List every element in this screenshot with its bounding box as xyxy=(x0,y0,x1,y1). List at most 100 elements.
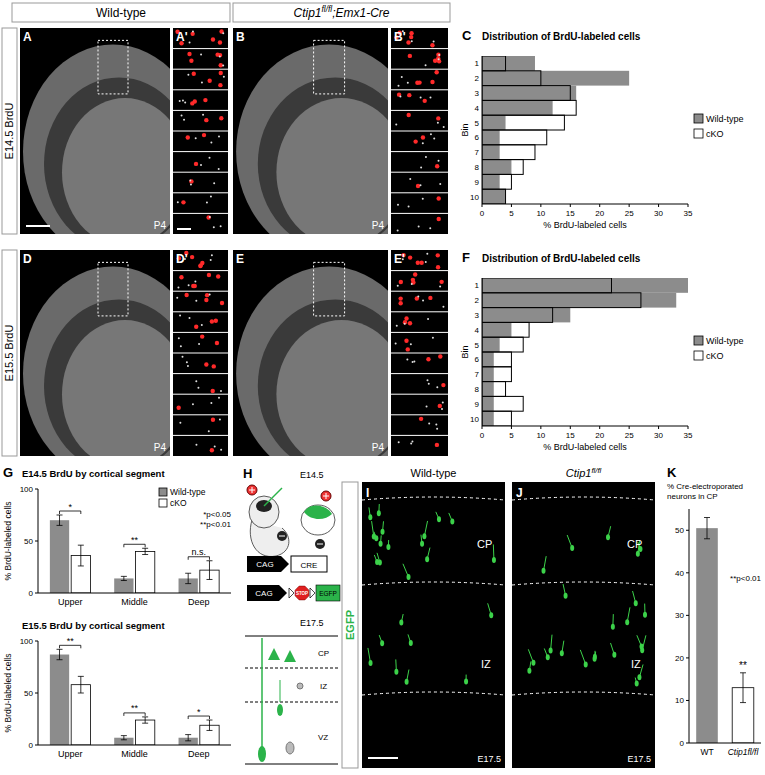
bar xyxy=(482,145,500,160)
tick xyxy=(599,426,600,429)
tick xyxy=(686,657,689,658)
brdu-cell xyxy=(434,70,438,74)
brdu-cell xyxy=(436,265,440,269)
legend-label: Wild-type xyxy=(170,487,206,497)
bin-line xyxy=(391,353,448,354)
nucleus xyxy=(395,342,397,344)
error-bar xyxy=(57,649,63,659)
tick-label: 5 xyxy=(475,341,480,350)
brdu-cell xyxy=(190,101,194,105)
row-box xyxy=(2,28,17,234)
text-part: Wild-type xyxy=(411,467,457,479)
age-label: P4 xyxy=(372,442,385,453)
brdu-cell xyxy=(439,280,443,284)
brdu-cell xyxy=(441,383,445,387)
brdu-cell xyxy=(403,320,407,324)
tick-label: Upper xyxy=(58,749,83,759)
chart-title: E14.5 BrdU by cortical segment xyxy=(22,468,165,479)
egfp-cell xyxy=(625,619,629,625)
brdu-cell xyxy=(219,29,223,33)
bar xyxy=(136,720,155,745)
tick-label: 40 xyxy=(675,569,684,578)
bars xyxy=(50,515,219,593)
image-background xyxy=(512,482,655,768)
brdu-cell xyxy=(404,316,408,320)
cortex xyxy=(236,44,388,234)
brdu-cell xyxy=(210,448,214,452)
gene-box xyxy=(291,556,327,572)
bar xyxy=(50,520,69,593)
tick-label: 0 xyxy=(480,431,485,440)
nucleus xyxy=(407,82,409,84)
tick-label: 1 xyxy=(475,281,480,290)
image-content xyxy=(236,40,388,234)
panel-letter: E' xyxy=(394,252,405,266)
nucleus xyxy=(200,164,202,166)
legend-swatch xyxy=(159,488,167,496)
tick-label: 4 xyxy=(475,326,480,335)
tick xyxy=(629,204,630,207)
text-part: ;Emx1-Cre xyxy=(332,6,390,20)
significance: n.s. xyxy=(192,547,207,557)
bin-line xyxy=(173,131,228,132)
nucleus xyxy=(210,142,212,144)
nucleus xyxy=(195,380,197,382)
radial-glia-fiber xyxy=(261,638,263,748)
brain-side xyxy=(301,505,335,535)
tick-label: 0 xyxy=(480,209,485,218)
significance: * xyxy=(197,707,201,717)
egfp-cell xyxy=(377,510,381,516)
tick xyxy=(658,204,659,207)
tick-label: 9 xyxy=(475,178,480,187)
bar xyxy=(482,174,511,189)
nucleus xyxy=(404,323,406,325)
error-bar xyxy=(206,720,212,730)
layer-boundary xyxy=(512,582,655,585)
chart-title: % Cre-electroporatedneurons in CP xyxy=(667,482,743,501)
layer-boundary xyxy=(362,692,505,695)
nucleus xyxy=(197,387,199,389)
legend-label: cKO xyxy=(706,351,724,361)
pipette xyxy=(264,488,282,506)
nucleus xyxy=(223,76,225,78)
tick-label: 8 xyxy=(475,163,480,172)
tick-label: Ctip1fl/fl xyxy=(728,747,760,757)
egfp-cell xyxy=(542,568,546,574)
image-content xyxy=(362,497,505,695)
construct-label: CRE xyxy=(301,561,318,570)
nucleus xyxy=(436,428,438,430)
panel-letter: C xyxy=(462,28,472,43)
bar xyxy=(136,551,155,593)
nucleus xyxy=(201,82,203,84)
tick-label: 100 xyxy=(20,485,34,494)
age-label: P4 xyxy=(154,220,167,231)
bin-line xyxy=(173,151,228,152)
tick-label: 4 xyxy=(475,104,480,113)
bar xyxy=(482,308,553,323)
bar xyxy=(482,86,570,101)
nucleus xyxy=(397,285,399,287)
image-background xyxy=(391,28,448,234)
stage-label: E17.5 xyxy=(300,618,324,628)
nucleus xyxy=(422,300,424,302)
egfp-cell xyxy=(386,544,390,550)
brdu-cell xyxy=(428,296,432,300)
brdu-cell xyxy=(211,389,215,393)
egfp-cell xyxy=(612,652,616,658)
tick-label: 0 xyxy=(29,741,34,750)
axis-title: % BrdU-labeled cells xyxy=(543,220,627,230)
bar xyxy=(482,308,570,323)
error-bar xyxy=(704,518,710,539)
error-bar xyxy=(78,676,84,693)
brdu-cell xyxy=(408,54,412,58)
tick xyxy=(540,426,541,429)
tick-label: 35 xyxy=(684,431,693,440)
nucleus xyxy=(189,317,191,319)
bar xyxy=(482,130,547,145)
brdu-cell xyxy=(416,184,420,188)
row-label: E14.5 BrdU xyxy=(3,103,15,160)
electrode-positive xyxy=(247,485,257,495)
white-matter xyxy=(44,77,170,234)
bin-line xyxy=(173,172,228,173)
panel-letter: F xyxy=(462,250,470,265)
